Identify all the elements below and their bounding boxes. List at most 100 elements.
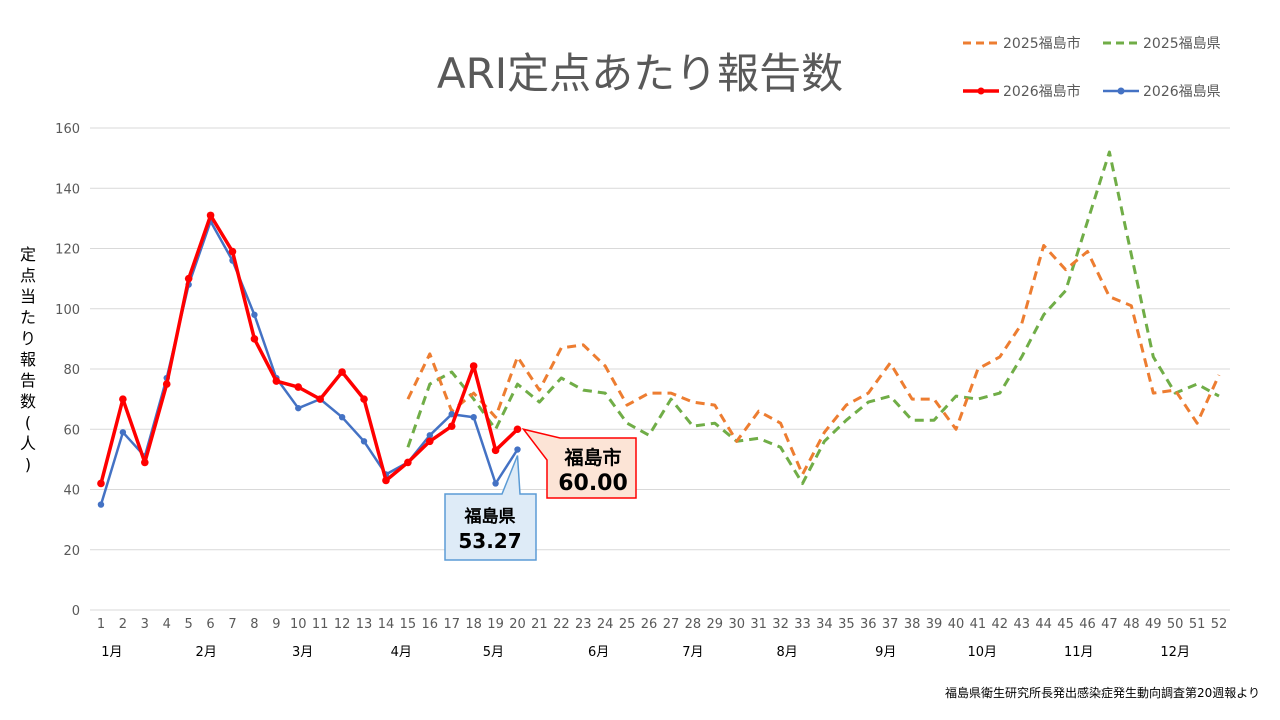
chart-title: ARI定点あたり報告数 — [437, 49, 843, 98]
month-label: 10月 — [967, 645, 997, 660]
legend-marker — [977, 87, 985, 95]
legend-item: 2026福島市 — [963, 83, 1081, 100]
data-point — [513, 425, 522, 434]
x-tick-label: 28 — [685, 617, 702, 632]
x-tick-label: 42 — [992, 617, 1009, 632]
x-tick-label: 18 — [465, 617, 482, 632]
series-line — [406, 244, 1221, 476]
x-tick-label: 30 — [728, 617, 745, 632]
data-point — [250, 335, 259, 343]
series-lines — [97, 150, 1221, 508]
data-point — [492, 480, 499, 487]
x-tick-label: 2 — [119, 617, 127, 632]
x-tick-label: 32 — [772, 617, 789, 632]
month-label: 9月 — [875, 645, 896, 660]
series-2 — [97, 211, 522, 488]
legend: 2025福島市 2025福島県 2026福島市 2026福島県 — [963, 35, 1221, 100]
x-tick-label: 50 — [1167, 617, 1184, 632]
data-point — [426, 437, 434, 446]
series-line — [99, 213, 519, 484]
x-tick-label: 20 — [509, 617, 526, 632]
data-point — [360, 438, 368, 445]
gridlines — [90, 127, 1230, 611]
legend-label: 2026福島市 — [1003, 83, 1081, 100]
callout-prefecture-value: 53.27 — [458, 529, 521, 553]
y-tick-label: 0 — [72, 604, 80, 619]
x-tick-label: 51 — [1189, 617, 1206, 632]
legend-label: 2025福島市 — [1003, 35, 1081, 52]
y-tick-label: 140 — [55, 182, 80, 197]
y-tick-label: 40 — [63, 484, 80, 499]
x-tick-label: 35 — [838, 617, 855, 632]
x-tick-label: 21 — [531, 617, 548, 632]
data-point — [251, 311, 258, 318]
data-point — [162, 380, 171, 388]
x-tick-label: 15 — [400, 617, 417, 632]
data-point — [119, 429, 127, 436]
data-point — [97, 501, 105, 508]
data-point — [470, 414, 477, 421]
x-tick-label: 17 — [443, 617, 460, 632]
callout-city-label: 福島市 — [563, 446, 621, 469]
x-tick-label: 12 — [334, 617, 351, 632]
x-tick-label: 34 — [816, 617, 833, 632]
legend-item: 2025福島県 — [1103, 36, 1221, 52]
data-point — [295, 404, 302, 412]
y-tick-label: 80 — [63, 363, 80, 378]
series-0 — [406, 244, 1221, 476]
data-point — [228, 247, 237, 256]
x-tick-label: 5 — [185, 617, 193, 632]
x-tick-label: 49 — [1145, 617, 1162, 632]
x-tick-label: 40 — [948, 617, 965, 632]
x-tick-label: 9 — [272, 617, 280, 632]
x-tick-label: 31 — [750, 617, 767, 632]
x-tick-label: 29 — [707, 617, 724, 632]
data-point — [338, 414, 346, 421]
y-tick-label: 20 — [63, 544, 80, 559]
x-tick-label: 47 — [1101, 617, 1118, 632]
month-label: 2月 — [196, 645, 217, 660]
data-point — [469, 362, 478, 370]
data-point — [97, 479, 105, 488]
data-point — [491, 446, 500, 455]
x-tick-label: 4 — [163, 617, 171, 632]
y-tick-label: 100 — [55, 303, 80, 318]
series-line — [406, 150, 1220, 485]
month-label: 3月 — [292, 645, 313, 660]
x-tick-label: 26 — [641, 617, 658, 632]
x-tick-label: 45 — [1057, 617, 1074, 632]
x-tick-label: 3 — [141, 617, 149, 632]
x-tick-label: 52 — [1211, 617, 1228, 632]
x-tick-label: 38 — [904, 617, 921, 632]
x-tick-label: 11 — [312, 617, 329, 632]
data-point — [514, 446, 521, 453]
y-tick-label: 60 — [63, 423, 80, 438]
series-line — [99, 220, 519, 505]
legend-marker — [1117, 87, 1125, 95]
y-tick-label: 120 — [55, 243, 80, 258]
data-point — [119, 395, 127, 403]
x-tick-label: 8 — [250, 617, 258, 632]
legend-item: 2025福島市 — [963, 35, 1081, 52]
legend-label: 2026福島県 — [1143, 84, 1221, 100]
y-axis-label-text: 定点当たり報告数(人) — [20, 245, 36, 474]
data-point — [206, 211, 215, 220]
data-point — [316, 395, 324, 403]
x-tick-labels: 1 2 3 4 5 6 7 8 9 10 11 12 13 14 15 16 17 18 19 20 21 22 23 24 2… — [97, 617, 1227, 632]
month-label: 5月 — [483, 645, 504, 660]
series-1 — [406, 150, 1220, 485]
x-tick-label: 1 — [97, 617, 105, 632]
y-axis-label: 定点当たり報告数(人) — [20, 245, 36, 474]
x-tick-label: 41 — [970, 617, 987, 632]
data-point — [447, 422, 456, 431]
month-labels: 1月 2月 3月 4月 5月 6月 7月 8月 9月 10月 11月 12月 — [101, 645, 1190, 660]
x-tick-label: 22 — [553, 617, 570, 632]
month-label: 6月 — [588, 645, 609, 660]
x-tick-label: 46 — [1079, 617, 1096, 632]
month-label: 8月 — [777, 645, 798, 660]
x-tick-label: 24 — [597, 617, 614, 632]
legend-label: 2025福島県 — [1143, 36, 1221, 52]
data-point — [338, 368, 346, 376]
month-label: 7月 — [682, 645, 703, 660]
